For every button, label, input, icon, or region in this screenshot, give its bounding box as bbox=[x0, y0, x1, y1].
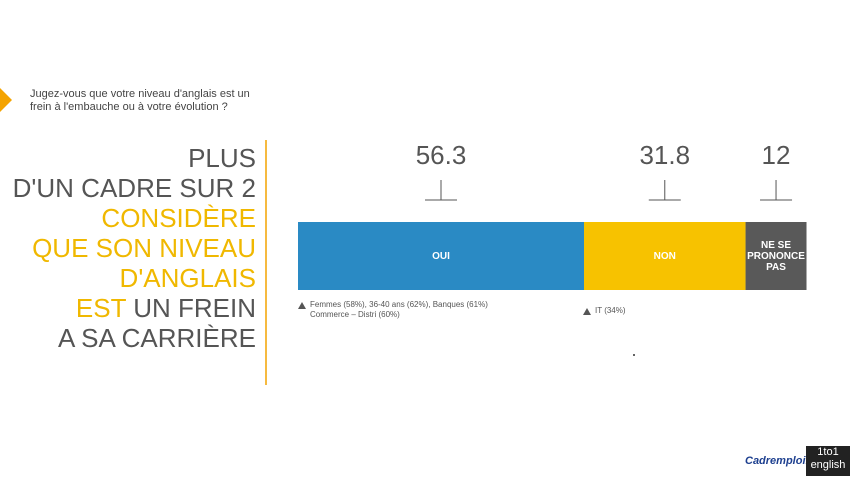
note-marker bbox=[298, 302, 306, 309]
note: Femmes (58%), 36-40 ans (62%), Banques (… bbox=[310, 300, 488, 320]
question: Jugez-vous que votre niveau d'anglais es… bbox=[30, 88, 250, 113]
value-label: 12% bbox=[716, 140, 836, 171]
logo: 1to1 english bbox=[806, 446, 850, 476]
headline-line: PLUS bbox=[13, 143, 256, 173]
headline-text: UN FREIN bbox=[126, 293, 256, 323]
note-line: Commerce – Distri (60%) bbox=[310, 310, 400, 319]
headline-text: A SA CARRIÈRE bbox=[58, 323, 256, 353]
logo-text: english bbox=[810, 459, 846, 471]
value-label: 31.8% bbox=[605, 140, 725, 171]
headline-text: QUE SON NIVEAU bbox=[32, 233, 256, 263]
headline-text: CONSIDÈRE bbox=[101, 203, 256, 233]
headline-text: EST bbox=[75, 293, 126, 323]
headline-text: D'ANGLAIS bbox=[119, 263, 256, 293]
headline-text: D'UN CADRE SUR 2 bbox=[12, 173, 256, 203]
note-marker bbox=[583, 308, 591, 315]
headline-line: D'ANGLAIS bbox=[13, 263, 256, 293]
logo-text: 1to1 bbox=[817, 446, 839, 458]
value-label: 56.3% bbox=[381, 140, 501, 171]
bar-segment bbox=[298, 222, 585, 290]
note-line: Femmes (58%), 36-40 ans (62%), Banques (… bbox=[310, 300, 488, 309]
headline-line: EST UN FREIN bbox=[13, 293, 256, 323]
headline-line: QUE SON NIVEAU bbox=[13, 233, 256, 263]
headline: PLUS D'UN CADRE SUR 2 CONSIDÈRE QUE SON NIV… bbox=[13, 143, 256, 353]
headline-text: PLUS bbox=[188, 143, 256, 173]
value-number: 56.3 bbox=[415, 140, 467, 170]
accent-triangle bbox=[0, 88, 12, 112]
headline-line: D'UN CADRE SUR 2 bbox=[13, 173, 256, 203]
segment-label: NON bbox=[653, 250, 676, 262]
headline-line: CONSIDÈRE bbox=[13, 203, 256, 233]
bar-segment bbox=[584, 222, 746, 290]
headline-line: A SA CARRIÈRE bbox=[13, 323, 256, 353]
bar-segment bbox=[745, 222, 807, 290]
segment-label: OUI bbox=[432, 250, 450, 262]
segment-label: NE SE PRONONCE PAS bbox=[747, 239, 805, 273]
dot bbox=[633, 354, 635, 356]
note: IT (34%) bbox=[595, 306, 626, 315]
value-number: 31.8 bbox=[639, 140, 691, 170]
value-number: 12 bbox=[761, 140, 791, 170]
logo: Cadremploi.fr bbox=[745, 455, 817, 467]
